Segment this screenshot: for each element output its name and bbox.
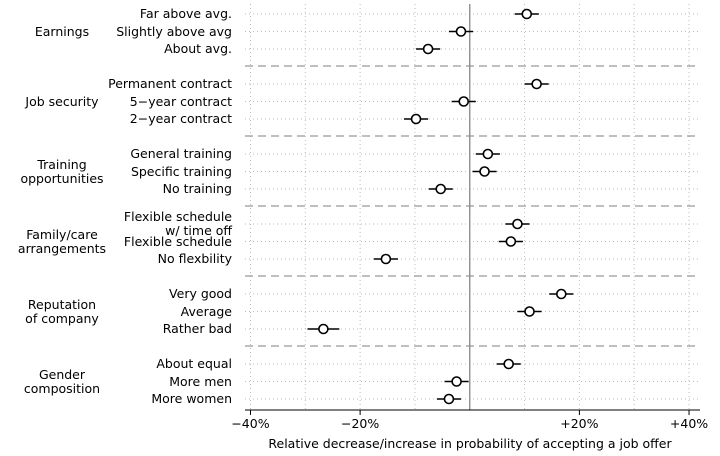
category-label: Very good: [169, 286, 232, 301]
x-tick-label: −40%: [231, 416, 270, 431]
category-label: General training: [130, 146, 232, 161]
point: [422, 43, 434, 55]
category-label: No flexbility: [157, 251, 232, 266]
point: [380, 253, 392, 265]
point: [524, 306, 535, 317]
group-label: Family/care arrangements: [17, 226, 107, 256]
category-label: 2−year contract: [129, 111, 232, 126]
x-tick-label: −20%: [340, 416, 380, 431]
x-axis-title: Relative decrease/increase in probabilit…: [268, 436, 672, 451]
point: [503, 358, 514, 370]
group-label: Earnings: [34, 23, 90, 39]
group-label: Training opportunities: [20, 156, 104, 186]
group-label: Reputation of company: [25, 296, 99, 326]
point: [435, 183, 447, 195]
category-label: Far above avg.: [139, 6, 232, 21]
point: [531, 78, 542, 90]
point: [443, 393, 455, 405]
point: [556, 288, 567, 300]
point: [521, 8, 533, 20]
category-label: More women: [151, 391, 232, 406]
category-label: Rather bad: [162, 321, 232, 336]
point: [458, 96, 470, 107]
point: [512, 218, 523, 230]
x-tick-label: +40%: [669, 416, 709, 431]
x-tick-label: +20%: [560, 416, 599, 431]
category-label: Flexible schedule: [123, 233, 232, 249]
category-label: About avg.: [164, 41, 232, 56]
point: [482, 148, 494, 160]
category-label: More men: [169, 373, 232, 389]
category-label: Average: [180, 303, 232, 319]
point: [479, 166, 490, 177]
group-label: Job security: [25, 93, 99, 109]
category-label: Specific training: [130, 163, 232, 179]
category-label: Flexible schedule w/ time off: [123, 209, 232, 238]
category-label: About equal: [156, 356, 232, 371]
point: [455, 26, 467, 37]
point: [410, 113, 422, 125]
category-label: Slightly above avg: [116, 23, 232, 39]
point: [451, 376, 462, 387]
point: [505, 236, 517, 247]
point: [318, 323, 329, 335]
category-label: No training: [162, 181, 232, 196]
category-label: 5−year contract: [129, 93, 232, 109]
category-label: Permanent contract: [108, 76, 232, 91]
group-label: Gender composition: [23, 366, 101, 396]
